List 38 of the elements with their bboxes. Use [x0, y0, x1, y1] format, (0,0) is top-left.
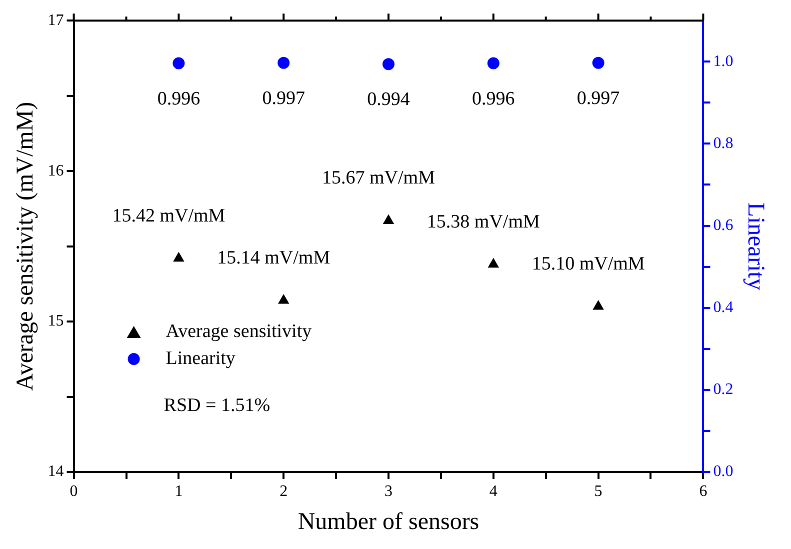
data-label: 15.14 mV/mM: [217, 247, 330, 268]
x-tick-label: 3: [384, 482, 392, 500]
point: [278, 294, 289, 304]
annotation: RSD = 1.51%: [164, 394, 270, 416]
y-tick-label: 16: [48, 162, 64, 180]
y2-tick-label: 0.0: [713, 463, 734, 480]
data-label: 0.997: [262, 88, 305, 109]
y2-tick-label: 0.4: [713, 299, 734, 316]
x-tick-label: 2: [280, 482, 288, 500]
data-label: 15.67 mV/mM: [322, 168, 436, 189]
data-label: 15.42 mV/mM: [112, 205, 226, 226]
x-tick-label: 4: [489, 482, 498, 500]
y-tick-label: 14: [48, 463, 64, 480]
y2-tick-label: 1.0: [713, 52, 734, 70]
y-tick-label: 17: [48, 12, 64, 29]
y2-tick-label: 0.2: [713, 381, 734, 398]
y2-tick-label: 0.6: [713, 216, 734, 234]
y2-tick-label: 0.8: [713, 134, 734, 152]
y2-axis-title: Linearity: [742, 202, 768, 290]
data-label: 15.10 mV/mM: [532, 253, 645, 274]
legend-label: Average sensitivity: [166, 320, 312, 342]
point: [173, 252, 184, 262]
x-tick-label: 0: [70, 482, 78, 500]
data-label: 0.994: [367, 89, 410, 110]
point: [488, 258, 499, 268]
y-axis-title: Average sensitivity (mV/mM): [12, 102, 39, 391]
x-tick-label: 1: [174, 482, 183, 500]
x-tick-label: 5: [594, 482, 602, 500]
x-axis-title: Number of sensors: [298, 508, 480, 535]
data-label: 0.996: [157, 88, 200, 110]
data-label: 0.996: [472, 88, 515, 110]
legend-label: Linearity: [166, 348, 236, 369]
point: [593, 300, 604, 310]
x-tick-label: 6: [699, 482, 708, 500]
data-label: 15.38 mV/mM: [426, 211, 540, 232]
point: [383, 214, 394, 224]
data-label: 0.997: [576, 88, 620, 109]
y-tick-label: 15: [48, 312, 64, 330]
